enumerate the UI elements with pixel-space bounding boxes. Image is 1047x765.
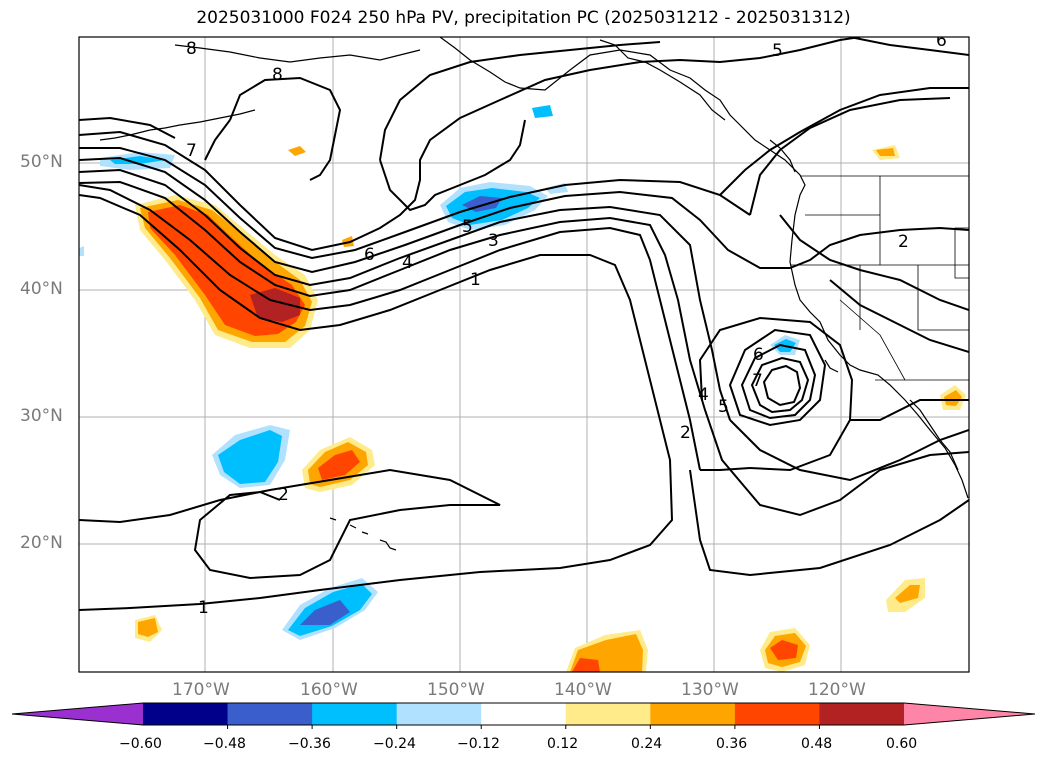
lat-label: 50°N [20, 152, 63, 172]
colorbar-extend-low [12, 703, 143, 725]
colorbar-segment [650, 703, 736, 725]
contour-label: 7 [752, 371, 763, 391]
precip-negative-shading [79, 105, 800, 640]
contour-label: 2 [680, 423, 691, 443]
contour-label: 8 [272, 65, 283, 85]
lon-label: 140°W [554, 680, 612, 700]
lon-label: 150°W [427, 680, 485, 700]
map-background [79, 37, 969, 672]
contour-label: 3 [488, 231, 499, 251]
contour-labels: 8 8 7 5 6 6 4 5 3 1 2 6 7 4 5 2 2 1 [186, 31, 947, 618]
map-title: 2025031000 F024 250 hPa PV, precipitatio… [196, 8, 851, 28]
colorbar-segment [734, 703, 820, 725]
lat-label: 40°N [20, 279, 63, 299]
lon-label: 170°W [172, 680, 230, 700]
contour-label: 4 [402, 253, 413, 273]
colorbar-outline [11, 702, 1036, 726]
colorbar-segment [312, 703, 398, 725]
colorbar-tick-label: 0.12 [547, 736, 579, 752]
colorbar-tick-label: −0.36 [288, 736, 331, 752]
colorbar-segment [819, 703, 905, 725]
colorbar-tick-label: 0.24 [631, 736, 663, 752]
contour-label: 2 [278, 485, 289, 505]
map-frame [78, 36, 970, 673]
contour-label: 1 [470, 270, 481, 290]
coastlines [99, 37, 969, 551]
contour-label: 5 [718, 397, 729, 417]
lon-label: 130°W [681, 680, 739, 700]
contour-label: 7 [186, 141, 197, 161]
colorbar-tick-label: 0.60 [886, 736, 918, 752]
colorbar-segment [565, 703, 651, 725]
colorbar-extend-high [904, 703, 1035, 725]
colorbar [11, 702, 1036, 729]
contour-label: 6 [364, 245, 375, 265]
colorbar-tick-label: −0.24 [373, 736, 416, 752]
contour-label: 5 [772, 41, 783, 61]
colorbar-segment [481, 703, 567, 725]
contour-label: 5 [462, 217, 473, 237]
contour-label: 2 [898, 232, 909, 252]
contour-label: 6 [753, 345, 764, 365]
colorbar-tick-label: −0.48 [203, 736, 246, 752]
lon-label: 120°W [808, 680, 866, 700]
graticule [79, 37, 969, 672]
contour-label: 6 [936, 31, 947, 51]
colorbar-segment [396, 703, 482, 725]
pv-contours [79, 37, 969, 611]
contour-label: 1 [198, 598, 209, 618]
political-borders [790, 175, 969, 381]
lon-label: 160°W [300, 680, 358, 700]
contour-label: 4 [698, 385, 709, 405]
colorbar-tick-label: −0.60 [119, 736, 162, 752]
colorbar-tick-label: 0.48 [801, 736, 833, 752]
colorbar-segment [143, 703, 229, 725]
lat-label: 30°N [20, 406, 63, 426]
colorbar-tick-label: 0.36 [716, 736, 748, 752]
colorbar-tick-label: −0.12 [457, 736, 500, 752]
contour-label: 8 [186, 39, 197, 59]
lat-label: 20°N [20, 533, 63, 553]
colorbar-segment [227, 703, 313, 725]
